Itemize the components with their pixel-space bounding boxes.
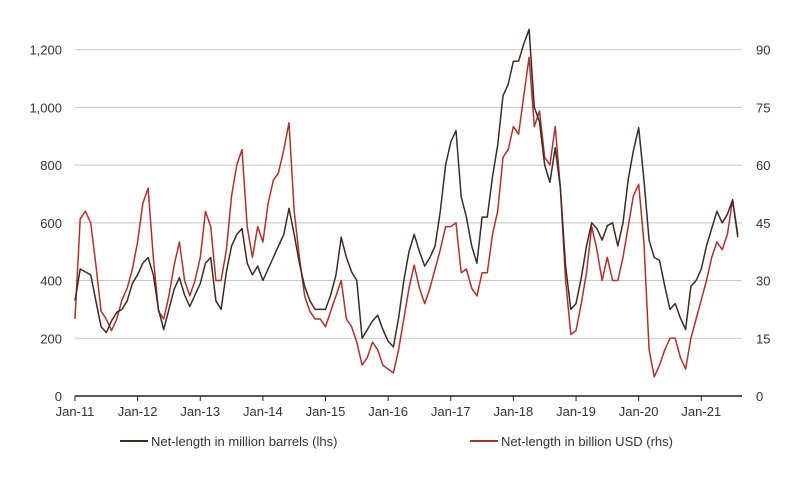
y-left-tick-label: 1,200 (29, 43, 62, 58)
x-tick-label: Jan-20 (619, 404, 659, 419)
y-right-tick-label: 90 (756, 43, 770, 58)
x-tick-label: Jan-13 (180, 404, 220, 419)
series-lines (74, 28, 739, 378)
x-tick-label: Jan-12 (118, 404, 158, 419)
y-left-tick-label: 200 (40, 331, 62, 346)
y-left-tick-label: 1,000 (29, 100, 62, 115)
legend: Net-length in million barrels (lhs) Net-… (120, 434, 673, 449)
left-axis-ticks: 0 200 400 600 800 1,000 1,200 (29, 43, 62, 404)
x-tick-label: Jan-18 (494, 404, 534, 419)
x-tick-label: Jan-21 (681, 404, 721, 419)
series-line-usd (74, 56, 739, 378)
y-right-tick-label: 45 (756, 216, 770, 231)
legend-label-barrels: Net-length in million barrels (lhs) (151, 434, 337, 449)
y-right-tick-label: 15 (756, 331, 770, 346)
series-line-barrels (74, 28, 739, 348)
y-left-tick-label: 600 (40, 216, 62, 231)
legend-label-usd: Net-length in billion USD (rhs) (501, 434, 673, 449)
y-right-tick-label: 60 (756, 158, 770, 173)
y-right-tick-label: 75 (756, 100, 770, 115)
y-left-tick-label: 400 (40, 274, 62, 289)
x-tick-label: Jan-11 (56, 404, 95, 419)
y-right-tick-label: 0 (756, 389, 763, 404)
x-tick-label: Jan-16 (368, 404, 408, 419)
x-tick-label: Jan-14 (243, 404, 283, 419)
x-tick-label: Jan-15 (306, 404, 346, 419)
right-axis-ticks: 0 15 30 45 60 75 90 (756, 43, 770, 404)
y-left-tick-label: 800 (40, 158, 62, 173)
y-left-tick-label: 0 (55, 389, 62, 404)
grid-lines (75, 49, 742, 339)
y-right-tick-label: 30 (756, 274, 770, 289)
x-tick-label: Jan-17 (431, 404, 471, 419)
x-axis-ticks: Jan-11 Jan-12 Jan-13 Jan-14 Jan-15 Jan-16 Jan-… (56, 396, 721, 419)
x-tick-label: Jan-19 (556, 404, 596, 419)
